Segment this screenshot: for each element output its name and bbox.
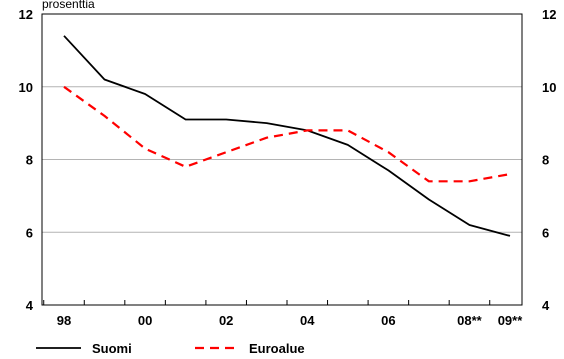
legend-label-euroalue: Euroalue	[249, 341, 305, 356]
legend-label-suomi: Suomi	[92, 341, 132, 356]
x-tick-label: 08**	[457, 313, 483, 328]
gridlines	[42, 86, 522, 233]
y-tick-label-left: 12	[19, 7, 33, 22]
y-tick-label-left: 6	[26, 225, 33, 240]
y-tick-label-right: 4	[542, 298, 550, 313]
y-tick-label-right: 10	[542, 80, 556, 95]
plot-frame	[41, 13, 523, 306]
y-axis-left: 4 6 8 10 12	[19, 7, 34, 313]
x-tick-label: 00	[138, 313, 152, 328]
y-tick-label-left: 8	[26, 153, 33, 168]
y-axis-right: 4 6 8 10 12	[542, 7, 556, 313]
y-tick-label-right: 8	[542, 153, 549, 168]
x-tick-label: 02	[219, 313, 233, 328]
x-tick-label: 98	[57, 313, 71, 328]
x-tick-label: 06	[381, 313, 395, 328]
y-tick-label-right: 12	[542, 7, 556, 22]
y-tick-label-right: 6	[542, 225, 549, 240]
unit-label: prosenttia	[42, 0, 95, 11]
series-lines	[63, 35, 511, 237]
x-tick-label: 09**	[498, 313, 524, 328]
series-line-suomi	[63, 35, 511, 237]
y-tick-label-left: 4	[26, 298, 34, 313]
x-axis: 98 00 02 04 06 08** 09**	[43, 300, 524, 328]
y-tick-label-left: 10	[19, 80, 33, 95]
legend: Suomi Euroalue	[36, 341, 305, 356]
series-line-euroalue	[63, 85, 511, 183]
x-tick-label: 04	[300, 313, 315, 328]
